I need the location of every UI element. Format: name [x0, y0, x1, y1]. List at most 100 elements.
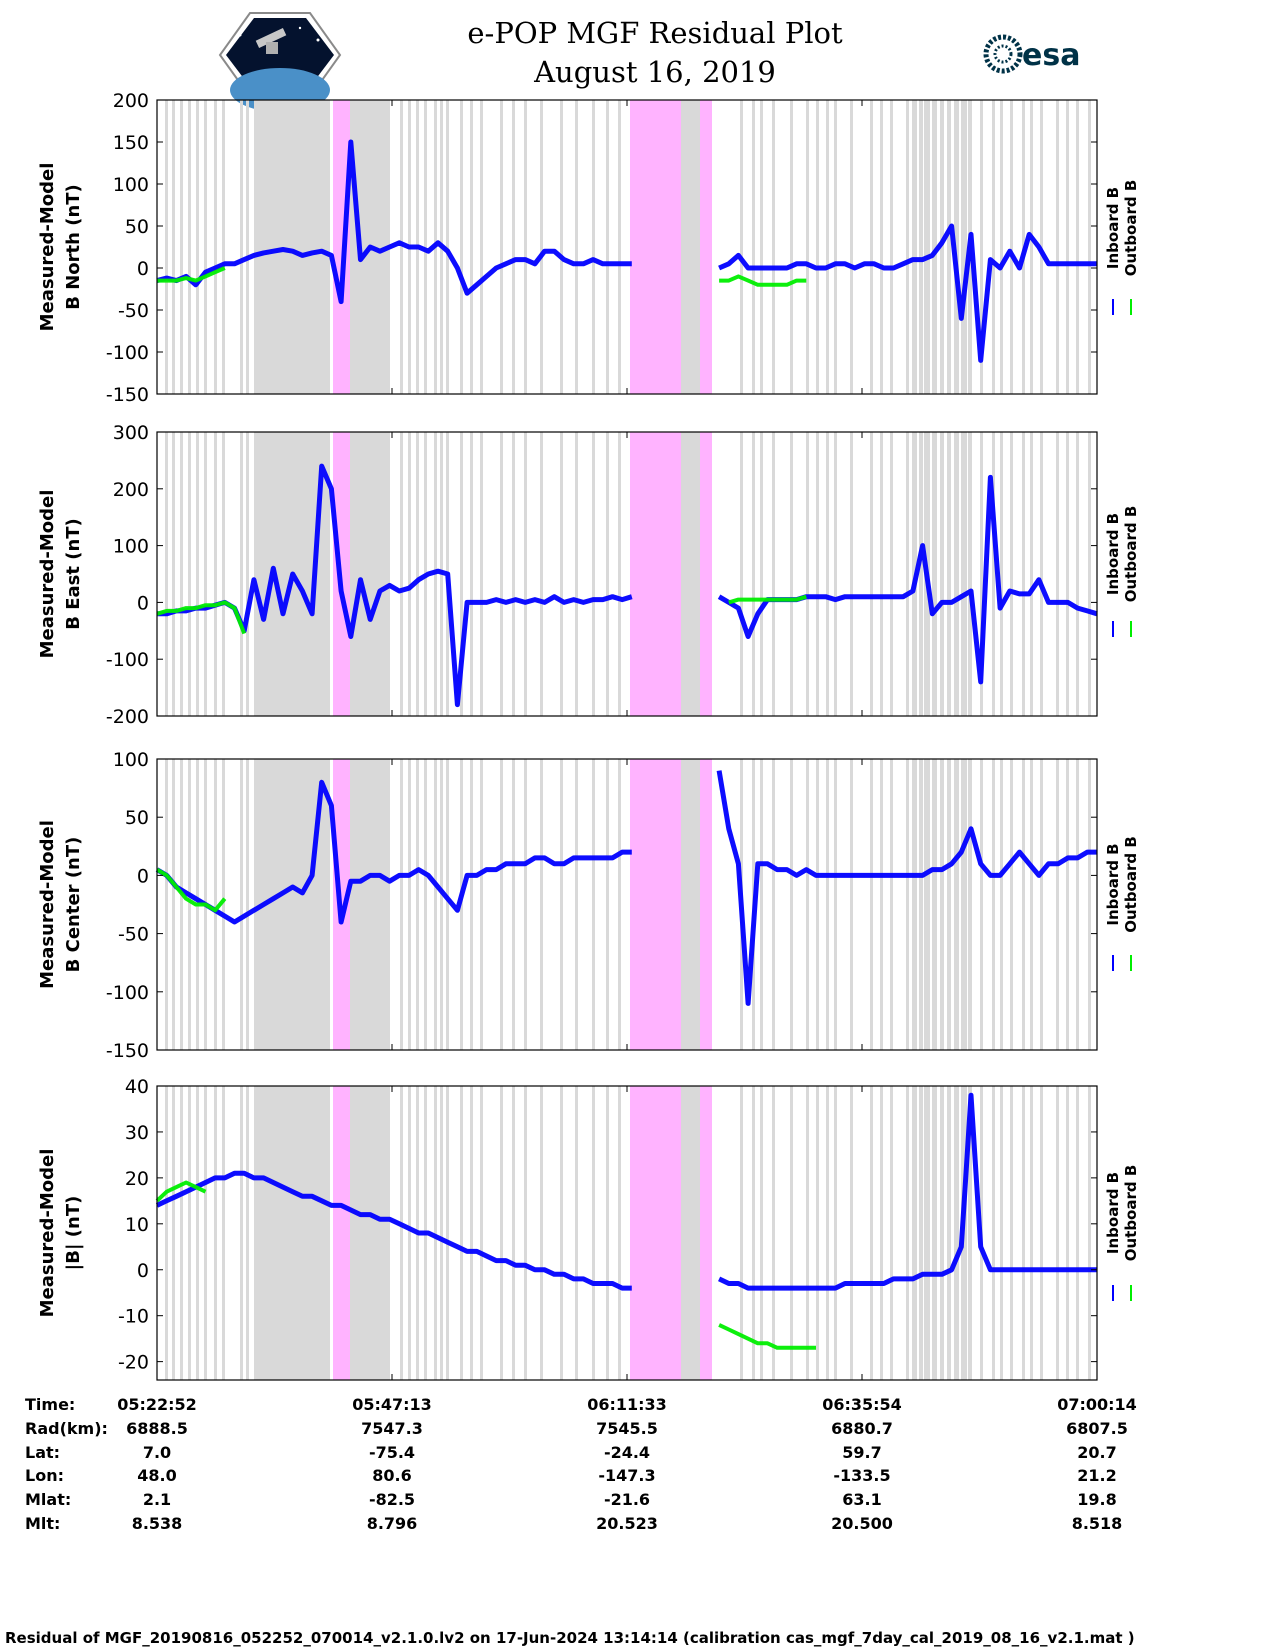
y-tick-label: 150 [113, 132, 149, 154]
data-gap-band [924, 100, 927, 394]
data-gap-band [954, 1086, 958, 1380]
y-axis-label-line-2: |B| (nT) [63, 1196, 84, 1271]
data-gap-band [254, 1086, 330, 1380]
table-row-label: Time: [25, 1395, 75, 1414]
data-gap-band [816, 759, 819, 1050]
y-tick-label: 0 [137, 592, 149, 614]
data-gap-band [1088, 432, 1091, 716]
table-cell: 05:47:13 [352, 1395, 432, 1414]
y-tick-label: 0 [137, 865, 149, 887]
data-gap-band [408, 1086, 411, 1380]
table-cell: 7547.3 [361, 1419, 423, 1438]
data-gap-band [618, 759, 621, 1050]
y-axis-label-line-1: Measured-Model [37, 163, 58, 332]
y-tick-label: -200 [106, 706, 149, 728]
data-gap-band [575, 432, 578, 716]
data-gap-band [512, 100, 515, 394]
table-cell: 19.8 [1077, 1490, 1116, 1509]
y-tick-label: -100 [106, 982, 149, 1004]
table-cell: 05:22:52 [117, 1395, 197, 1414]
data-gap-band [1030, 432, 1033, 716]
table-cell: 21.2 [1077, 1466, 1116, 1485]
data-gap-band [980, 759, 983, 1050]
table-cell: 7545.5 [596, 1419, 658, 1438]
table-cell: 8.538 [132, 1514, 183, 1533]
data-gap-band [890, 100, 893, 394]
data-gap-band [919, 432, 923, 716]
data-gap-band [1022, 432, 1025, 716]
data-gap-band [524, 759, 527, 1050]
data-gap-band [954, 759, 958, 1050]
data-gap-band [575, 759, 578, 1050]
data-gap-band [850, 759, 853, 1050]
data-gap-band [204, 432, 207, 716]
data-gap-band [870, 432, 873, 716]
data-gap-band [480, 432, 483, 716]
highlight-band [700, 759, 712, 1050]
data-gap-band [926, 759, 930, 1050]
legend-outboard-label: Outboard B [1122, 180, 1140, 277]
data-gap-band [940, 100, 944, 394]
data-gap-band [906, 759, 909, 1050]
data-gap-band [947, 432, 951, 716]
data-gap-band [772, 759, 775, 1050]
data-gap-band [870, 100, 873, 394]
data-gap-band [446, 759, 449, 1050]
data-gap-band [790, 759, 793, 1050]
data-gap-band [1076, 1086, 1079, 1380]
table-cell: 7.0 [143, 1443, 171, 1462]
data-gap-band [992, 100, 995, 394]
data-gap-band [760, 759, 763, 1050]
mission-logo [218, 12, 342, 112]
data-gap-band [906, 100, 909, 394]
data-gap-band [806, 759, 809, 1050]
data-gap-band [1000, 432, 1003, 716]
table-cell: 20.7 [1077, 1443, 1116, 1462]
data-gap-band [752, 1086, 755, 1380]
data-gap-band [1030, 100, 1033, 394]
data-gap-band [940, 1086, 944, 1380]
data-gap-band [740, 100, 743, 394]
data-gap-band [870, 759, 873, 1050]
data-gap-band [246, 100, 249, 394]
data-gap-band [834, 432, 837, 716]
legend-inboard-label: Inboard B [1104, 1172, 1122, 1254]
legend-outboard-label: Outboard B [1122, 836, 1140, 933]
data-gap-band [172, 100, 175, 394]
data-gap-band [826, 759, 829, 1050]
y-tick-label: -100 [106, 342, 149, 364]
data-gap-band [964, 759, 967, 1050]
data-gap-band [924, 1086, 927, 1380]
table-cell: 8.518 [1072, 1514, 1123, 1533]
data-gap-band [165, 759, 168, 1050]
data-gap-band [592, 759, 595, 1050]
data-gap-band [906, 432, 909, 716]
data-gap-band [540, 1086, 543, 1380]
highlight-band [333, 1086, 350, 1380]
data-gap-band [1056, 100, 1059, 394]
data-gap-band [850, 100, 853, 394]
table-cell: -133.5 [833, 1466, 890, 1485]
table-cell: -24.4 [604, 1443, 650, 1462]
data-gap-band [772, 100, 775, 394]
table-cell: 63.1 [842, 1490, 881, 1509]
data-gap-band [1000, 1086, 1003, 1380]
data-gap-band [1088, 1086, 1091, 1380]
data-gap-band [524, 1086, 527, 1380]
data-gap-band [912, 1086, 916, 1380]
data-gap-band [961, 432, 965, 716]
data-gap-band [575, 1086, 578, 1380]
data-gap-band [806, 100, 809, 394]
data-gap-band [919, 1086, 923, 1380]
table-cell: -21.6 [604, 1490, 650, 1509]
highlight-band [700, 432, 712, 716]
title-line-2: August 16, 2019 [533, 55, 776, 89]
data-gap-band [434, 759, 437, 1050]
data-gap-band [760, 100, 763, 394]
panel-1: 200 150 100 50 0 -50 -100 -150 Measured-Model B N… [37, 90, 1140, 406]
data-gap-band [681, 759, 700, 1050]
data-gap-band [1000, 759, 1003, 1050]
table-cell: 2.1 [143, 1490, 171, 1509]
data-gap-band [214, 1086, 217, 1380]
table-cell: 59.7 [842, 1443, 881, 1462]
